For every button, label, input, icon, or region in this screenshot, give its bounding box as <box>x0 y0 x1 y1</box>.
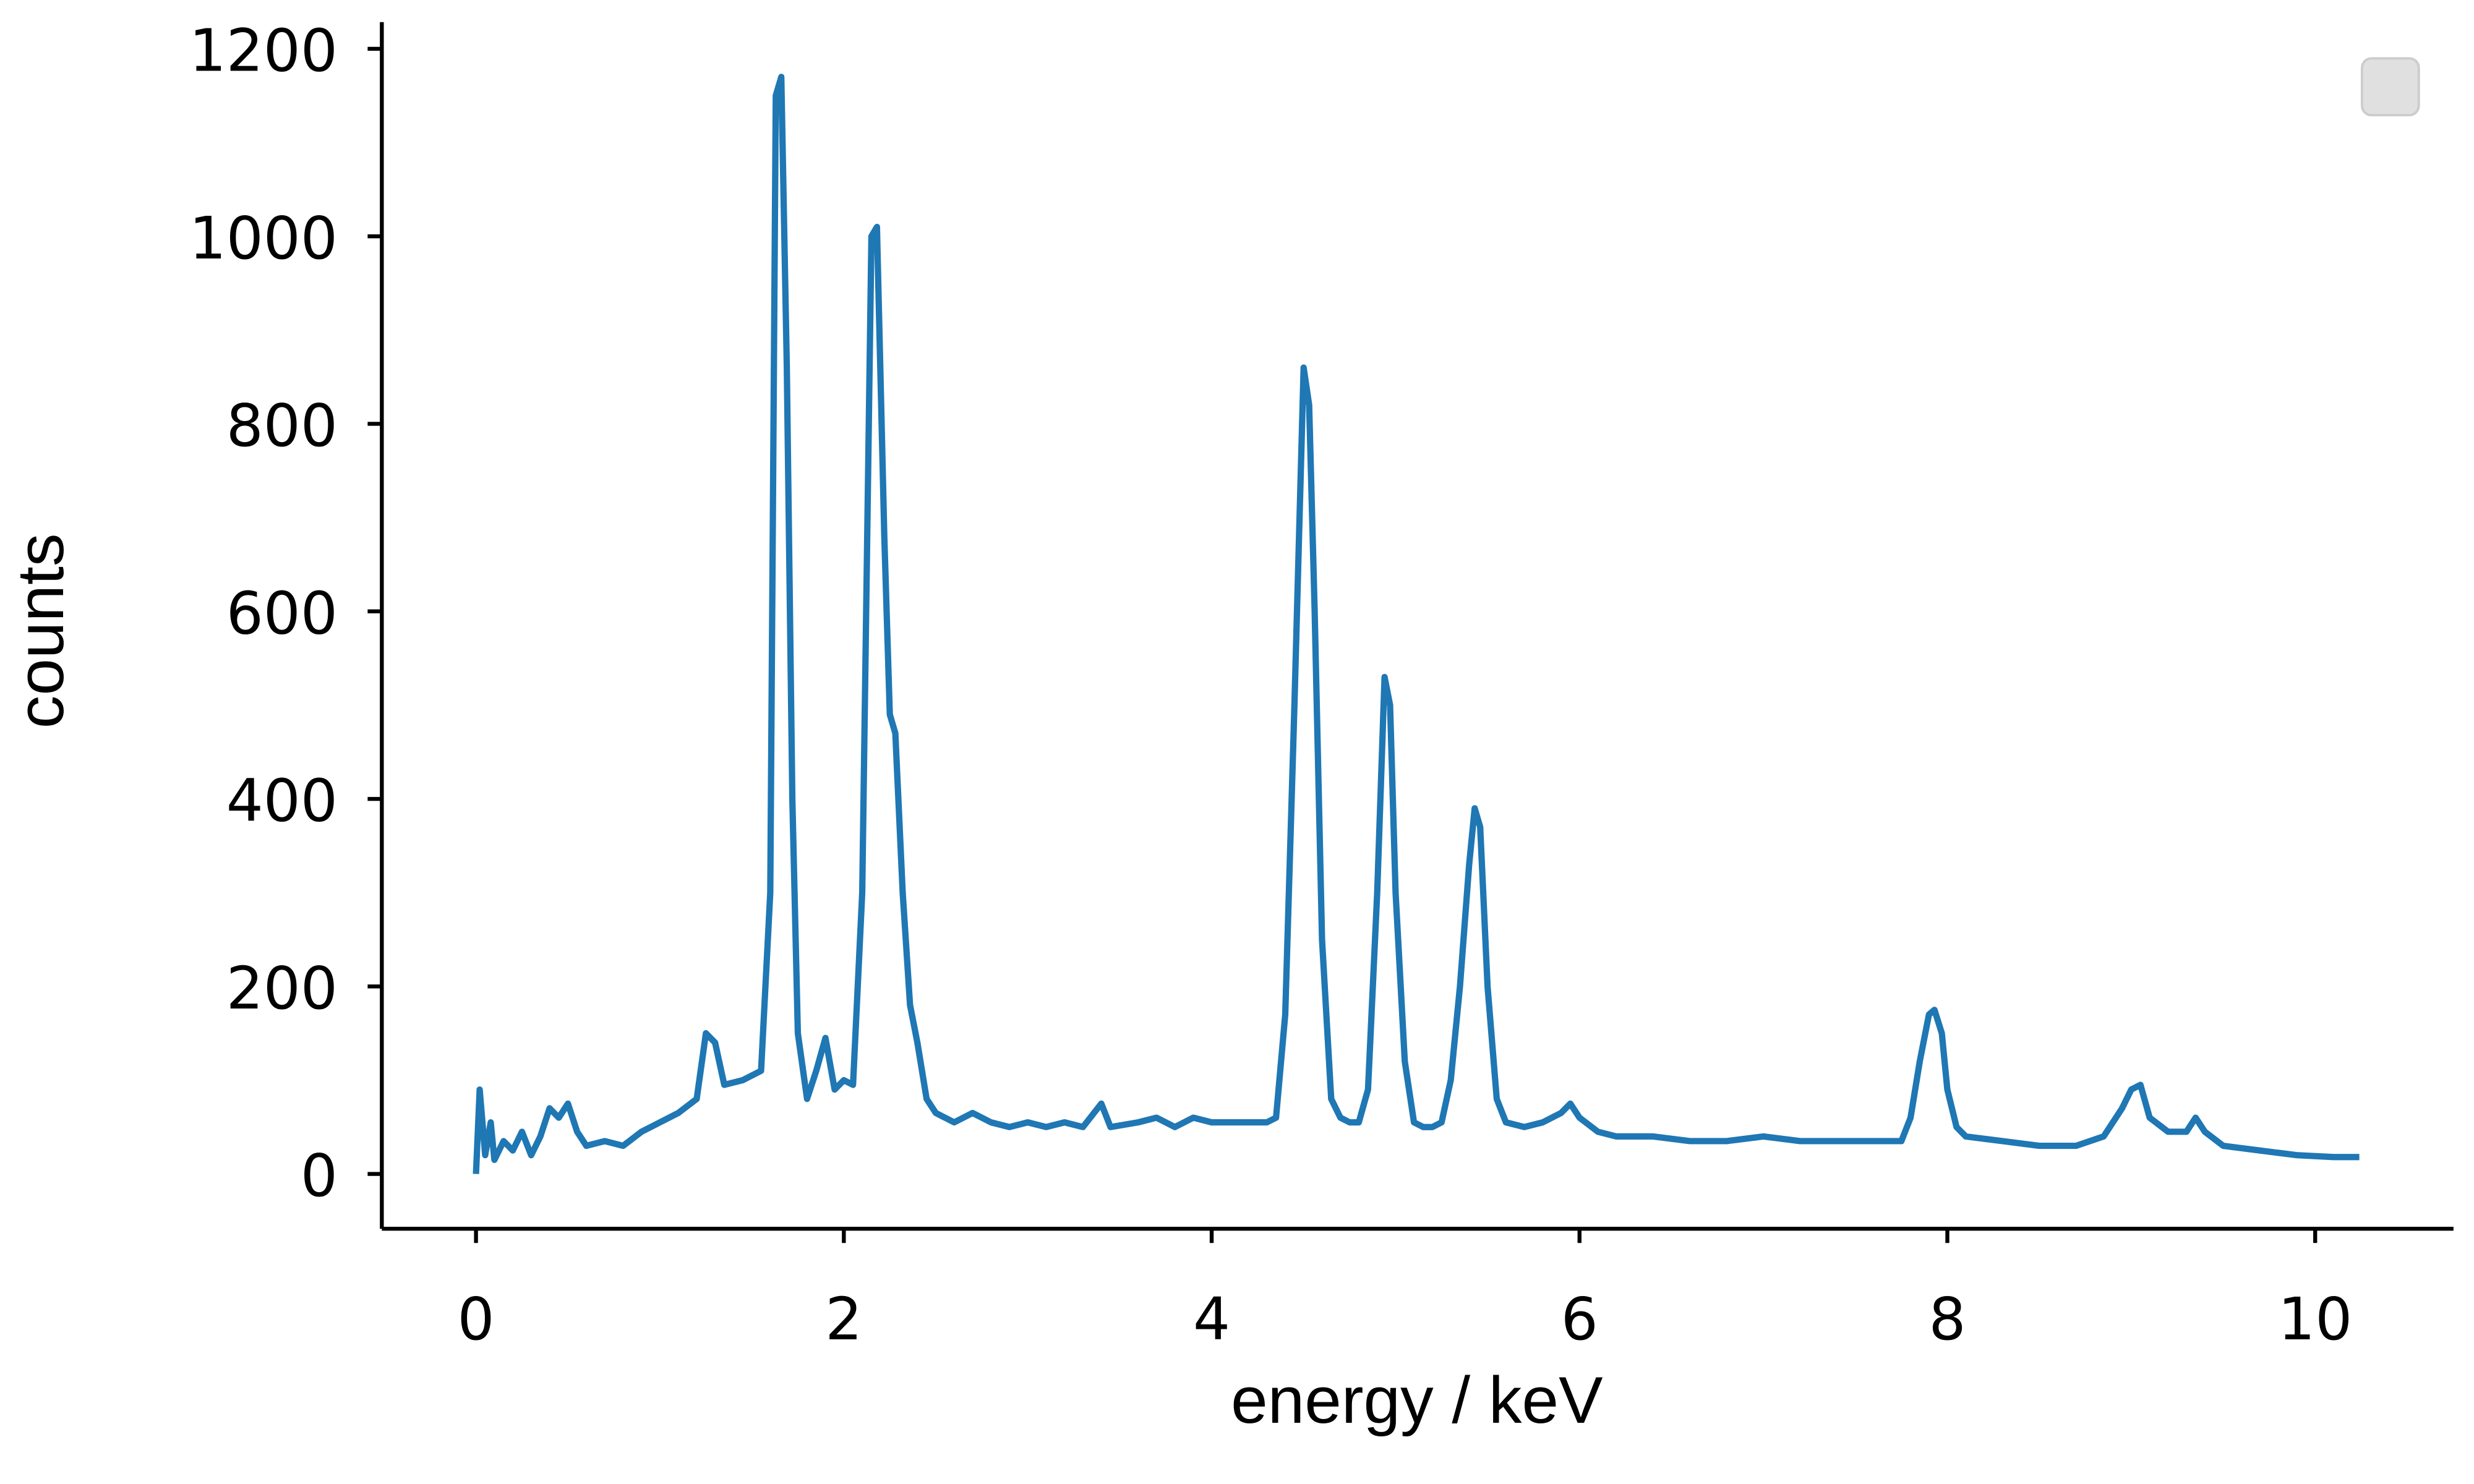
x-tick-label: 0 <box>458 1286 495 1354</box>
y-tick-label: 400 <box>226 767 338 835</box>
y-tick-label: 1200 <box>189 17 338 85</box>
y-axis-label: counts <box>3 534 77 729</box>
x-tick-label: 4 <box>1193 1286 1230 1354</box>
x-tick-label: 8 <box>1928 1286 1966 1354</box>
y-tick-label: 600 <box>226 579 338 647</box>
y-tick-label: 800 <box>226 392 338 460</box>
x-tick-label: 6 <box>1561 1286 1598 1354</box>
x-axis-label: energy / keV <box>1231 1363 1603 1437</box>
y-tick-label: 1000 <box>189 205 338 273</box>
y-tick-label: 0 <box>301 1142 338 1210</box>
x-tick-label: 2 <box>825 1286 862 1354</box>
spectrum-line <box>473 74 2360 1174</box>
legend-box <box>2360 57 2420 117</box>
y-tick-label: 200 <box>226 955 338 1023</box>
x-tick-label: 10 <box>2278 1286 2352 1354</box>
